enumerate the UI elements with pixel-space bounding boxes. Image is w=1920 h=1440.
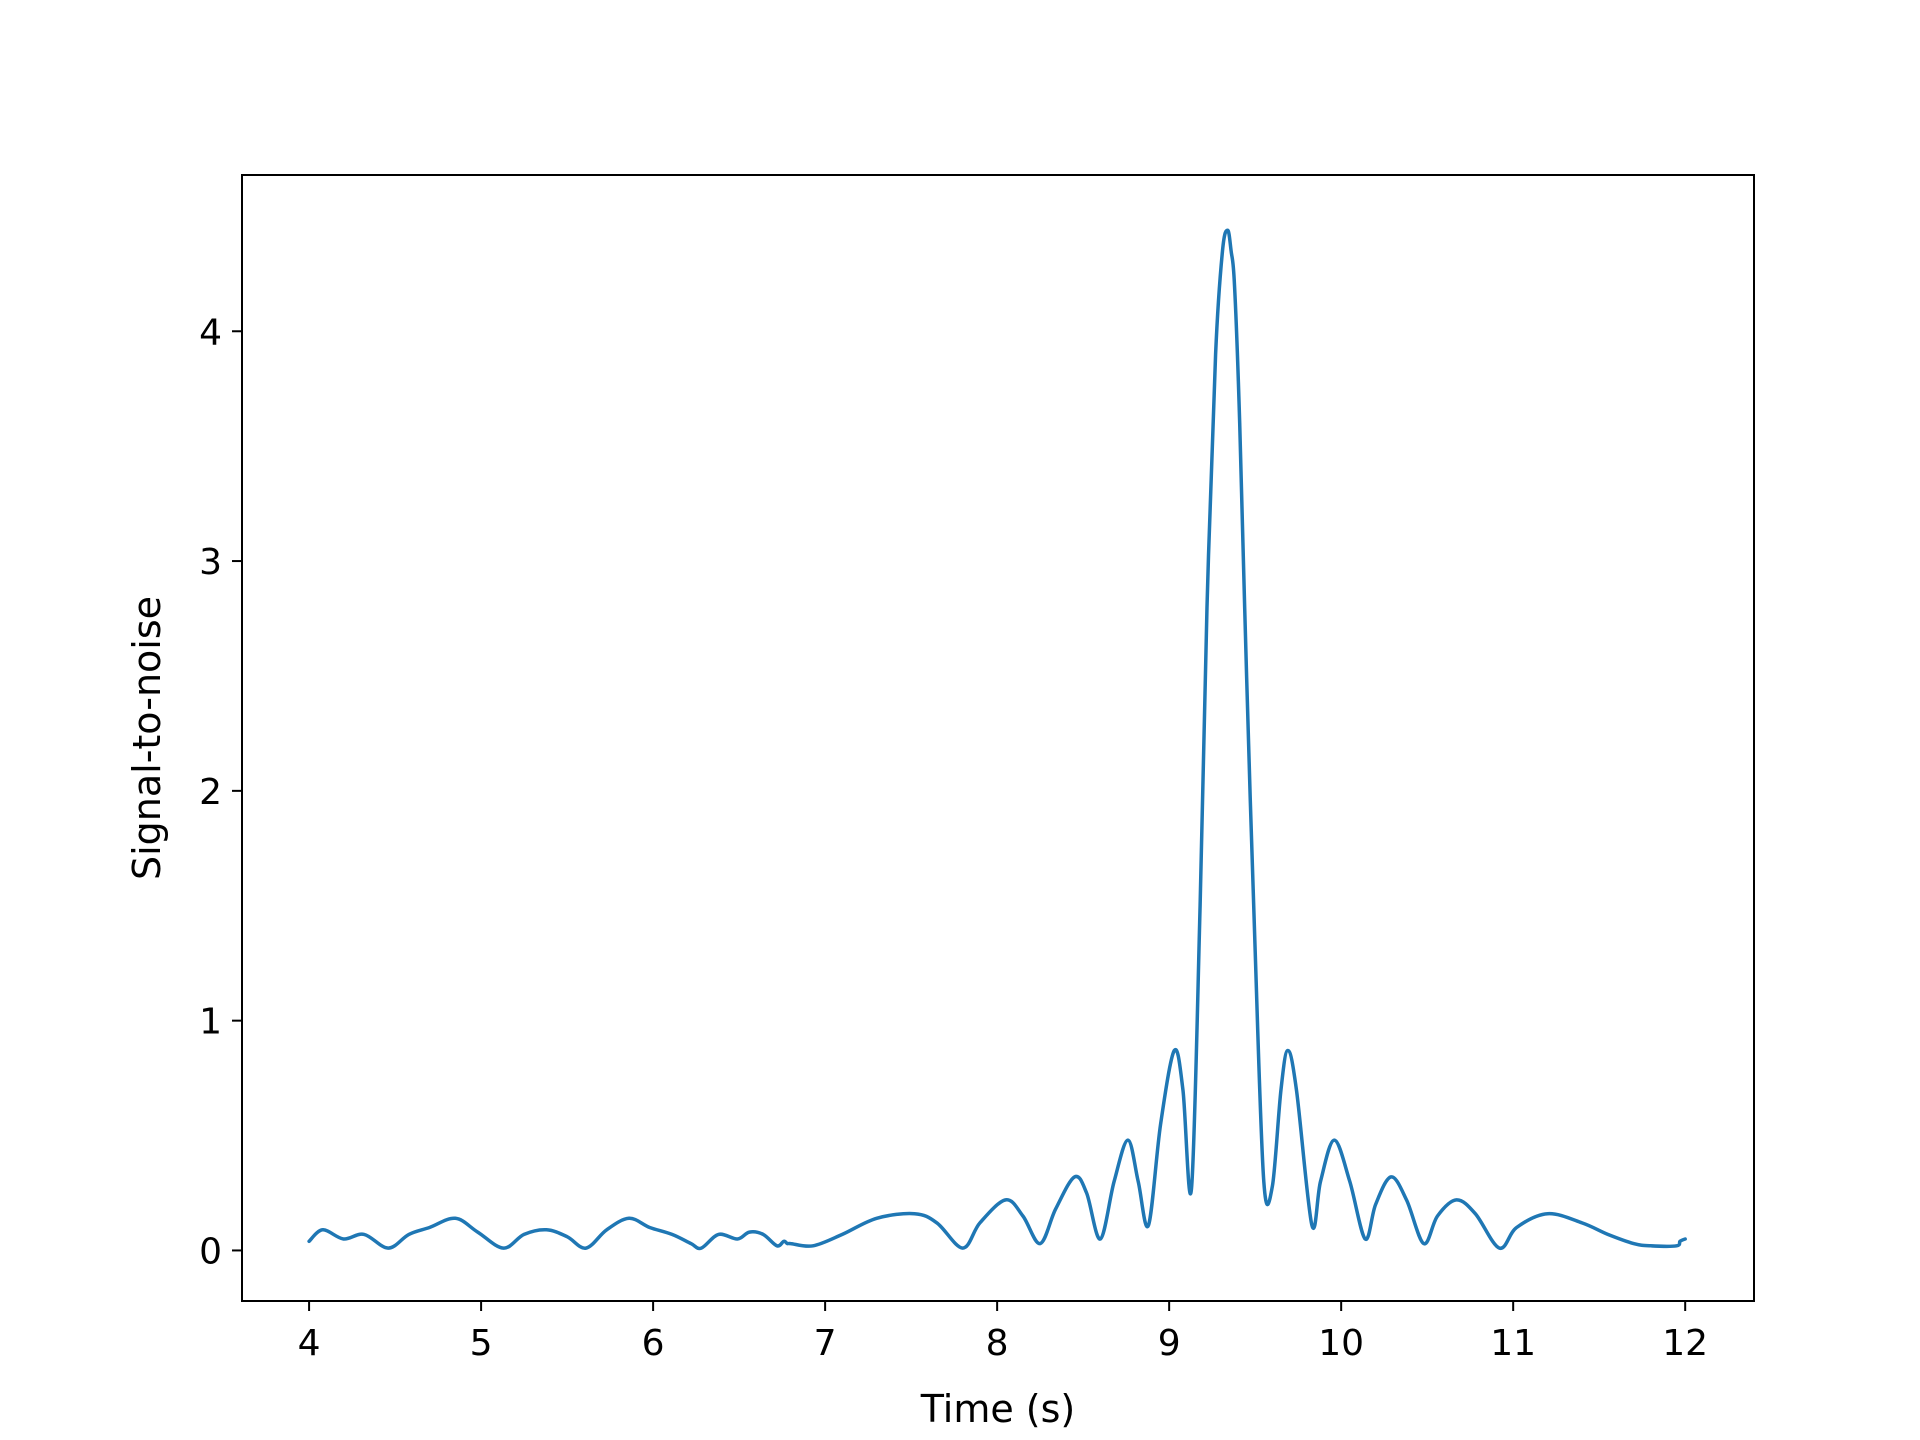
x-tick-label: 4 (298, 1323, 321, 1364)
signal-to-noise-line (307, 228, 1687, 1251)
y-tick-label: 2 (199, 772, 222, 813)
x-tick-label: 10 (1318, 1323, 1364, 1364)
plot-area (242, 175, 1754, 1301)
x-tick-label: 6 (642, 1323, 665, 1364)
x-axis-label: Time (s) (920, 1387, 1076, 1431)
x-tick-label: 7 (814, 1323, 837, 1364)
x-tick-label: 12 (1662, 1323, 1708, 1364)
x-tick-label: 8 (986, 1323, 1009, 1364)
y-axis-label: Signal-to-noise (125, 596, 169, 880)
x-tick-label: 11 (1490, 1323, 1536, 1364)
plot-frame (241, 174, 1755, 1302)
x-tick-label: 9 (1158, 1323, 1181, 1364)
y-tick-label: 4 (199, 312, 222, 353)
x-tick-label: 5 (470, 1323, 493, 1364)
y-tick-label: 1 (199, 1002, 222, 1043)
y-tick-label: 0 (199, 1231, 222, 1272)
y-tick-label: 3 (199, 542, 222, 583)
